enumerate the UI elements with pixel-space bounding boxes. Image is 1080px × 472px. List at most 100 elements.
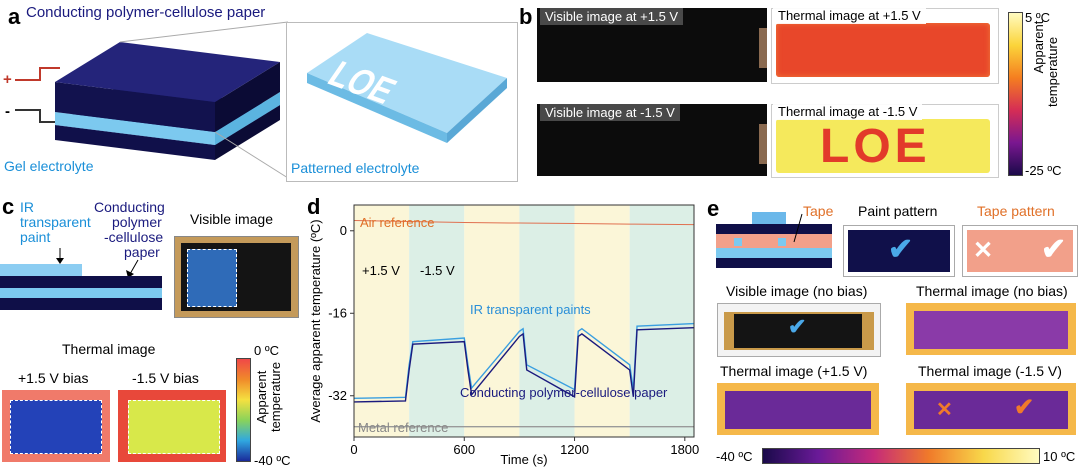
bias-band-4 <box>574 205 630 437</box>
panel-c-cbar-title: Apparent temperature <box>254 342 283 452</box>
thermal-pos-blue-area <box>10 400 102 454</box>
panel-d-label: d <box>307 194 321 219</box>
tape-arrow <box>793 213 803 243</box>
y-tick-label: 0 <box>340 223 347 238</box>
bias-band-2 <box>464 205 520 437</box>
cp-line1: Conducting <box>94 199 165 215</box>
annot-cp: Conducting polymer-cellulose paper <box>460 385 668 400</box>
top-layer-side <box>215 62 280 132</box>
paint-pattern-box: ✔ <box>843 225 955 277</box>
cbar-c-title-2: temperature <box>268 361 283 433</box>
e-tape-layer <box>716 234 832 248</box>
therm-neg-check-icon: ✔ <box>1014 394 1035 421</box>
therm-nobias-image <box>906 303 1076 355</box>
temperature-time-chart: 0 600 1200 1800 -32 -16 0 Average apparent tem… <box>308 204 699 467</box>
plus-terminal: + <box>3 71 12 88</box>
cross-section-diagram <box>0 248 162 310</box>
panel-c-label: c <box>2 194 15 219</box>
panel-b-colorbar <box>1008 12 1023 176</box>
panel-b-cbar-min: -25 ºC <box>1025 163 1062 178</box>
e-window-2 <box>778 238 786 246</box>
ir-paint-line2: transparent <box>20 214 91 230</box>
y-tick-label: -16 <box>328 305 347 320</box>
e-bottom-layer <box>716 258 832 268</box>
gel-layer <box>0 288 162 298</box>
chart-frame <box>353 204 695 438</box>
visible-image-photo <box>174 236 299 318</box>
cbar-b-title-2: temperature <box>1045 36 1060 108</box>
gel-layer-side <box>215 92 280 145</box>
patterned-electrolyte-label: Patterned electrolyte <box>291 160 420 176</box>
panel-b-cbar-title: Apparent temperature <box>1031 0 1060 122</box>
thermal-neg-yellow-area <box>128 400 220 454</box>
inset-leader-top <box>119 21 289 43</box>
e-cbar-max: 10 ºC <box>1043 449 1076 464</box>
panel-c-colorbar <box>236 358 251 462</box>
paint-checkmark-icon: ✔ <box>888 233 914 266</box>
annot-metal: Metal reference <box>358 420 448 435</box>
negative-wire <box>15 109 60 123</box>
conducting-paper-label: Conducting polymer-cellulose paper <box>26 4 266 21</box>
cross-icon: ✕ <box>973 237 994 264</box>
chart-ylabel: Average apparent temperature (ºC) <box>308 219 323 422</box>
x-tick-label: 0 <box>350 442 357 457</box>
thermal-pos-fill <box>776 23 990 77</box>
panel-c-cbar-max: 0 ºC <box>254 343 279 358</box>
top-layer-top <box>55 42 280 102</box>
positive-wire <box>15 67 60 81</box>
annot-pos: +1.5 V <box>362 263 400 278</box>
panel-e-label: e <box>707 196 720 221</box>
e-top-layer <box>716 224 832 234</box>
tape-label: Tape <box>803 203 834 219</box>
x-tick-label: 600 <box>453 442 475 457</box>
panel-b-cbar-max: 5 ºC <box>1025 10 1050 25</box>
series-line-conducting-polymer-cellulose-paper <box>353 327 695 403</box>
connector-strip <box>759 28 767 68</box>
annot-neg: -1.5 V <box>420 263 455 278</box>
thermal-neg-caption: Thermal image at -1.5 V <box>773 103 923 120</box>
therm-pos-image <box>717 383 879 435</box>
patterned-electrolyte-graphic: LOE <box>307 33 507 143</box>
ir-paint-line1: IR <box>20 199 34 215</box>
e-window-1 <box>734 238 742 246</box>
paint-pattern-label: Paint pattern <box>858 203 938 219</box>
therm-neg-inner <box>914 391 1068 429</box>
cbar-c-title-1: Apparent <box>254 370 269 424</box>
ir-paint-layer <box>0 264 82 276</box>
ir-paint-line3: paint <box>20 229 51 245</box>
cp-top-layer <box>0 276 162 288</box>
panel-e-colorbar <box>762 448 1040 464</box>
minus-terminal: - <box>5 103 10 120</box>
thermal-image-label: Thermal image <box>62 341 156 357</box>
thermal-neg-fill <box>776 119 990 173</box>
visible-image-label: Visible image <box>190 211 274 227</box>
visible-photo-blue <box>187 249 237 307</box>
bias-neg-label: -1.5 V bias <box>132 370 199 386</box>
therm-nobias-inner <box>914 311 1068 349</box>
tape-pattern-label: Tape pattern <box>977 203 1055 219</box>
cp-line3: -cellulose <box>104 229 164 245</box>
annot-ir: IR transparent paints <box>470 302 591 317</box>
patterned-electrolyte-inset: LOE Patterned electrolyte <box>286 22 518 182</box>
tape-pattern-fill <box>967 230 1073 272</box>
cp-line4: paper <box>124 244 160 260</box>
ir-paint-arrowhead <box>56 258 64 264</box>
gel-layer-front <box>55 112 215 145</box>
top-layer-front <box>55 82 215 132</box>
vis-nobias-black <box>734 314 862 348</box>
vis-nobias-label: Visible image (no bias) <box>726 283 868 299</box>
cbar-b-title-1: Apparent <box>1031 20 1046 74</box>
cp-arrow <box>129 259 139 275</box>
visible-pos-caption: Visible image at +1.5 V <box>540 8 684 25</box>
thermal-neg-bias-image <box>118 390 226 462</box>
vis-nobias-photo: ✔ <box>717 303 881 357</box>
inset-leader-bottom <box>214 131 289 179</box>
annot-air: Air reference <box>360 215 434 230</box>
therm-neg-cross-icon: ✕ <box>936 399 953 421</box>
y-tick-label: -32 <box>328 388 347 403</box>
therm-neg-image: ✕ ✔ <box>906 383 1076 435</box>
cp-line2: polymer <box>112 214 162 230</box>
tape-pattern-box: ✕ ✔ <box>962 225 1078 277</box>
thermal-pos-bias-image <box>2 390 110 462</box>
x-tick-label: 1200 <box>560 442 589 457</box>
